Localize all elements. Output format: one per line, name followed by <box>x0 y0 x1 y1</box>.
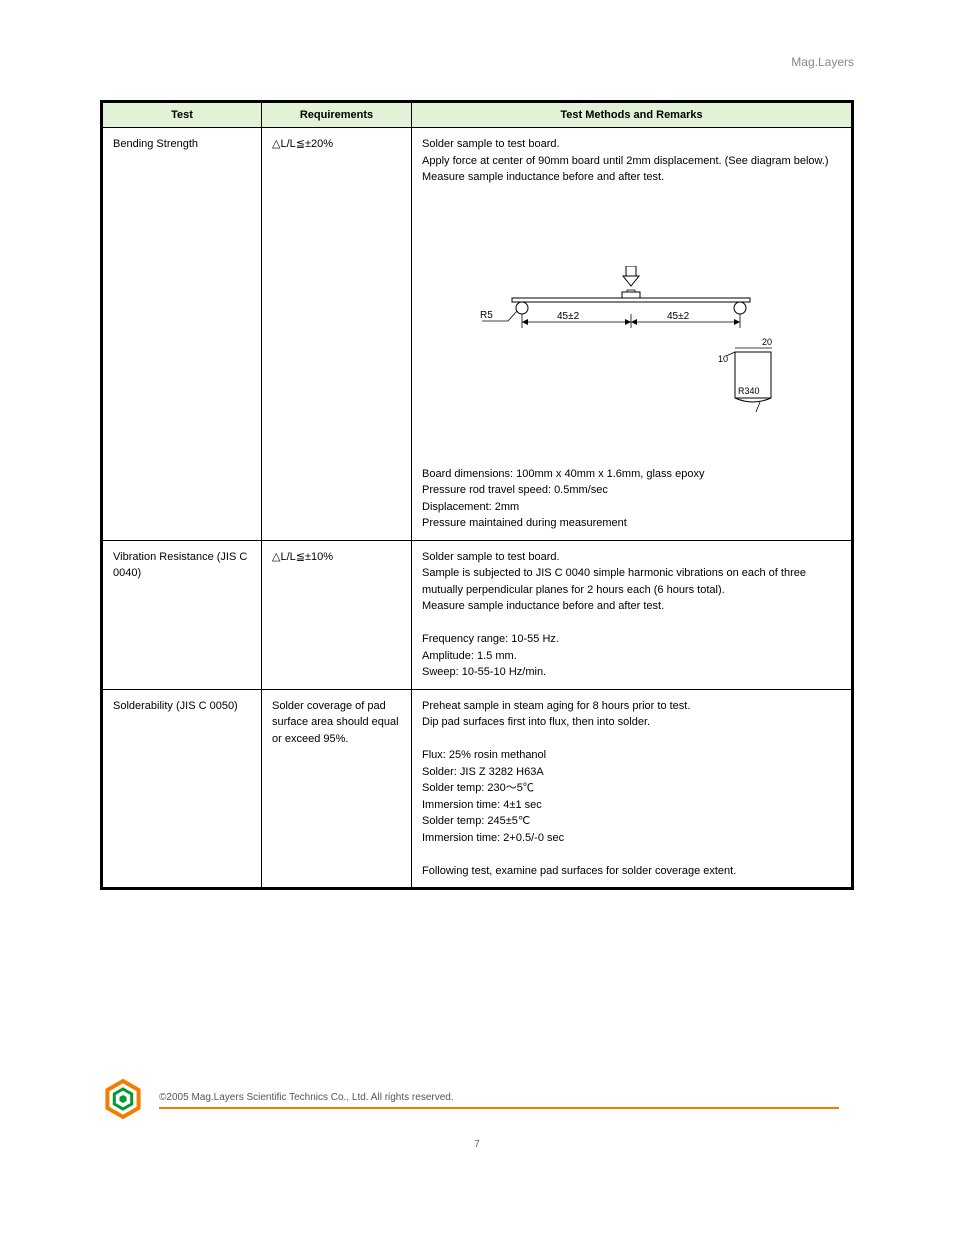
method-line: Frequency range: 10-55 Hz. <box>422 631 841 648</box>
header-requirements: Requirements <box>262 102 412 128</box>
method-line: Pressure maintained during measurement <box>422 515 841 532</box>
arrow-l1 <box>522 319 528 325</box>
beam <box>512 298 750 302</box>
table-header-row: Test Requirements Test Methods and Remar… <box>102 102 853 128</box>
method-line: Flux: 25% rosin methanol <box>422 747 841 764</box>
pressure-block <box>622 292 640 298</box>
cell-method: Solder sample to test board. Apply force… <box>412 128 853 541</box>
method-line: Immersion time: 2+0.5/-0 sec <box>422 830 841 847</box>
method-line: Sweep: 10-55-10 Hz/min. <box>422 664 841 681</box>
spec-table: Test Requirements Test Methods and Remar… <box>100 100 854 890</box>
cell-test: Bending Strength <box>102 128 262 541</box>
method-line: Displacement: 2mm <box>422 499 841 516</box>
arrow-l2 <box>631 319 637 325</box>
arrow-r1 <box>625 319 631 325</box>
bending-diagram: R5 45±2 45±2 <box>422 266 841 466</box>
cell-req: Solder coverage of pad surface area shou… <box>262 689 412 889</box>
method-line: Immersion time: 4±1 sec <box>422 797 841 814</box>
method-line: Solder: JIS Z 3282 H63A <box>422 764 841 781</box>
method-line: Following test, examine pad surfaces for… <box>422 863 841 880</box>
req-prefix: △L/L≦± <box>272 138 311 150</box>
down-arrow-icon <box>623 266 639 286</box>
cell-req: △L/L≦±20% <box>262 128 412 541</box>
method-line <box>422 846 841 863</box>
method-line: Solder sample to test board. <box>422 136 841 153</box>
dim1-label: 45±2 <box>557 311 580 322</box>
radius-label: R340 <box>738 386 760 396</box>
table-row: Solderability (JIS C 0050) Solder covera… <box>102 689 853 889</box>
r5-leader-d <box>508 311 517 321</box>
method-line: Sample is subjected to JIS C 0040 simple… <box>422 565 841 598</box>
method-line: Solder temp: 245±5℃ <box>422 813 841 830</box>
method-line: Pressure rod travel speed: 0.5mm/sec <box>422 482 841 499</box>
document-brand: Mag.Layers <box>791 55 854 69</box>
req-value: 10% <box>311 551 333 563</box>
header-test: Test <box>102 102 262 128</box>
table-row: Bending Strength △L/L≦±20% Solder sample… <box>102 128 853 541</box>
method-line <box>422 731 841 748</box>
table-row: Vibration Resistance (JIS C 0040) △L/L≦±… <box>102 540 853 689</box>
method-line: Solder temp: 230～5℃ <box>422 780 841 797</box>
left-support <box>516 302 528 314</box>
method-line: Board dimensions: 100mm x 40mm x 1.6mm, … <box>422 466 841 483</box>
cell-method: Solder sample to test board. Sample is s… <box>412 540 853 689</box>
radius-arc <box>735 398 771 402</box>
method-line: Dip pad surfaces first into flux, then i… <box>422 714 841 731</box>
cell-method: Preheat sample in steam aging for 8 hour… <box>412 689 853 889</box>
diagram-svg: R5 45±2 45±2 <box>462 266 802 446</box>
req-value: 20% <box>311 138 333 150</box>
logo-icon <box>100 1076 146 1125</box>
right-support <box>734 302 746 314</box>
arrow-r2 <box>734 319 740 325</box>
page: Mag.Layers Test Requirements Test Method… <box>0 0 954 1235</box>
cell-test: Vibration Resistance (JIS C 0040) <box>102 540 262 689</box>
page-number: 7 <box>474 1139 480 1150</box>
r5-label: R5 <box>480 310 493 321</box>
method-line: Amplitude: 1.5 mm. <box>422 648 841 665</box>
cell-req: △L/L≦±10% <box>262 540 412 689</box>
req-prefix: △L/L≦± <box>272 551 311 563</box>
footer: ©2005 Mag.Layers Scientific Technics Co.… <box>100 1076 854 1125</box>
footer-text: ©2005 Mag.Layers Scientific Technics Co.… <box>159 1092 839 1109</box>
method-line: Apply force at center of 90mm board unti… <box>422 153 841 170</box>
method-line: Measure sample inductance before and aft… <box>422 169 841 186</box>
dim2-label: 45±2 <box>667 311 690 322</box>
cell-test: Solderability (JIS C 0050) <box>102 689 262 889</box>
pressure-block-top <box>627 290 635 292</box>
method-line: Solder sample to test board. <box>422 549 841 566</box>
method-line: Preheat sample in steam aging for 8 hour… <box>422 698 841 715</box>
radius-leader <box>756 402 760 412</box>
block-w-label: 20 <box>762 337 772 347</box>
method-line <box>422 615 841 632</box>
method-line: Measure sample inductance before and aft… <box>422 598 841 615</box>
header-methods: Test Methods and Remarks <box>412 102 853 128</box>
